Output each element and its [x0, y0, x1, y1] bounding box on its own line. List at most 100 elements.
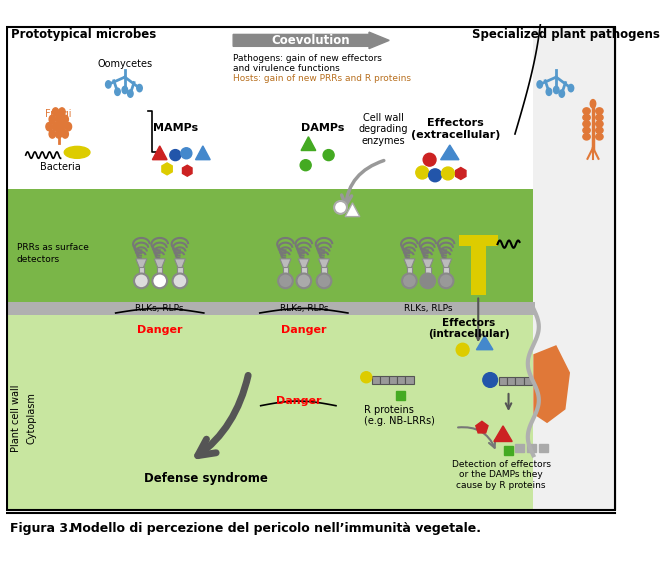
Text: Cytoplasm: Cytoplasm: [26, 393, 36, 444]
FancyBboxPatch shape: [380, 376, 389, 384]
Polygon shape: [345, 203, 360, 217]
FancyBboxPatch shape: [321, 267, 327, 274]
FancyBboxPatch shape: [533, 27, 617, 510]
FancyBboxPatch shape: [389, 376, 397, 384]
Text: Defense syndrome: Defense syndrome: [144, 472, 268, 485]
Polygon shape: [155, 259, 165, 268]
Ellipse shape: [62, 130, 69, 138]
Ellipse shape: [64, 146, 90, 158]
Ellipse shape: [46, 123, 53, 131]
Circle shape: [361, 372, 372, 383]
Ellipse shape: [546, 88, 551, 95]
Ellipse shape: [53, 108, 59, 116]
Ellipse shape: [115, 88, 121, 95]
Text: Oomycetes: Oomycetes: [97, 59, 153, 69]
FancyBboxPatch shape: [425, 267, 430, 274]
Text: Detection of effectors
or the DAMPs they
cause by R proteins: Detection of effectors or the DAMPs they…: [452, 460, 551, 490]
FancyBboxPatch shape: [507, 377, 515, 385]
FancyBboxPatch shape: [397, 376, 406, 384]
Polygon shape: [301, 137, 316, 150]
Circle shape: [323, 149, 334, 160]
Circle shape: [153, 274, 167, 288]
Text: MAMPs: MAMPs: [153, 123, 198, 133]
Text: Fungi: Fungi: [45, 109, 72, 119]
Circle shape: [402, 274, 417, 288]
Polygon shape: [298, 259, 309, 268]
Text: Danger: Danger: [276, 396, 322, 406]
Polygon shape: [533, 345, 570, 423]
Ellipse shape: [595, 134, 603, 140]
Circle shape: [439, 274, 454, 288]
Ellipse shape: [553, 86, 559, 94]
FancyBboxPatch shape: [523, 377, 532, 385]
FancyBboxPatch shape: [499, 377, 507, 385]
Circle shape: [429, 169, 442, 182]
Text: Figura 3.: Figura 3.: [10, 522, 73, 535]
Polygon shape: [441, 145, 459, 160]
Ellipse shape: [59, 123, 65, 131]
FancyArrow shape: [233, 32, 389, 49]
Text: Modello di percezione del pericolo nell’immunità vegetale.: Modello di percezione del pericolo nell’…: [70, 522, 481, 535]
Text: Effectors
(extracellular): Effectors (extracellular): [411, 119, 500, 140]
Circle shape: [300, 160, 311, 171]
Ellipse shape: [49, 130, 55, 138]
Polygon shape: [441, 259, 452, 268]
Circle shape: [483, 372, 498, 388]
Ellipse shape: [583, 127, 590, 134]
Ellipse shape: [595, 127, 603, 134]
Circle shape: [317, 274, 332, 288]
Polygon shape: [196, 146, 210, 160]
FancyBboxPatch shape: [283, 267, 288, 274]
Ellipse shape: [122, 86, 128, 94]
Text: RLKs, RLPs: RLKs, RLPs: [280, 304, 328, 313]
Ellipse shape: [55, 115, 62, 123]
Text: Cell wall
degrading
enzymes: Cell wall degrading enzymes: [359, 113, 408, 146]
Circle shape: [334, 201, 347, 214]
Circle shape: [416, 166, 429, 179]
FancyBboxPatch shape: [444, 267, 449, 274]
Ellipse shape: [595, 108, 603, 114]
FancyBboxPatch shape: [459, 235, 498, 246]
Text: Effectors
(intracellular): Effectors (intracellular): [428, 318, 510, 339]
Circle shape: [134, 274, 149, 288]
Polygon shape: [174, 259, 185, 268]
Ellipse shape: [62, 115, 69, 123]
FancyArrowPatch shape: [198, 375, 248, 456]
Ellipse shape: [583, 121, 590, 127]
Ellipse shape: [55, 130, 62, 138]
Circle shape: [442, 167, 454, 180]
Polygon shape: [318, 259, 330, 268]
Polygon shape: [404, 259, 415, 268]
Ellipse shape: [49, 115, 55, 123]
Text: R proteins
(e.g. NB-LRRs): R proteins (e.g. NB-LRRs): [364, 405, 434, 426]
FancyBboxPatch shape: [157, 267, 163, 274]
Ellipse shape: [59, 108, 65, 116]
Polygon shape: [136, 259, 147, 268]
Ellipse shape: [590, 99, 595, 108]
Circle shape: [170, 149, 181, 160]
Text: Coevolution: Coevolution: [272, 34, 350, 47]
FancyBboxPatch shape: [7, 302, 535, 315]
Text: and virulence functions: and virulence functions: [233, 64, 340, 73]
Text: RLKs, RLPs: RLKs, RLPs: [135, 304, 184, 313]
FancyArrowPatch shape: [458, 427, 495, 448]
FancyBboxPatch shape: [471, 239, 486, 295]
FancyBboxPatch shape: [7, 311, 535, 510]
Ellipse shape: [568, 84, 573, 92]
Circle shape: [172, 274, 187, 288]
FancyBboxPatch shape: [7, 189, 535, 313]
Polygon shape: [153, 146, 167, 160]
Circle shape: [278, 274, 293, 288]
FancyArrowPatch shape: [342, 160, 384, 206]
Ellipse shape: [65, 123, 72, 131]
Text: Danger: Danger: [137, 325, 182, 335]
Text: RLKs, RLPs: RLKs, RLPs: [404, 304, 452, 313]
Ellipse shape: [137, 84, 143, 92]
Ellipse shape: [53, 123, 59, 131]
Text: Danger: Danger: [281, 325, 326, 335]
Ellipse shape: [583, 108, 590, 114]
Text: PRRs as surface
detectors: PRRs as surface detectors: [17, 243, 89, 264]
FancyBboxPatch shape: [372, 376, 380, 384]
Circle shape: [420, 274, 435, 288]
FancyBboxPatch shape: [7, 27, 615, 510]
